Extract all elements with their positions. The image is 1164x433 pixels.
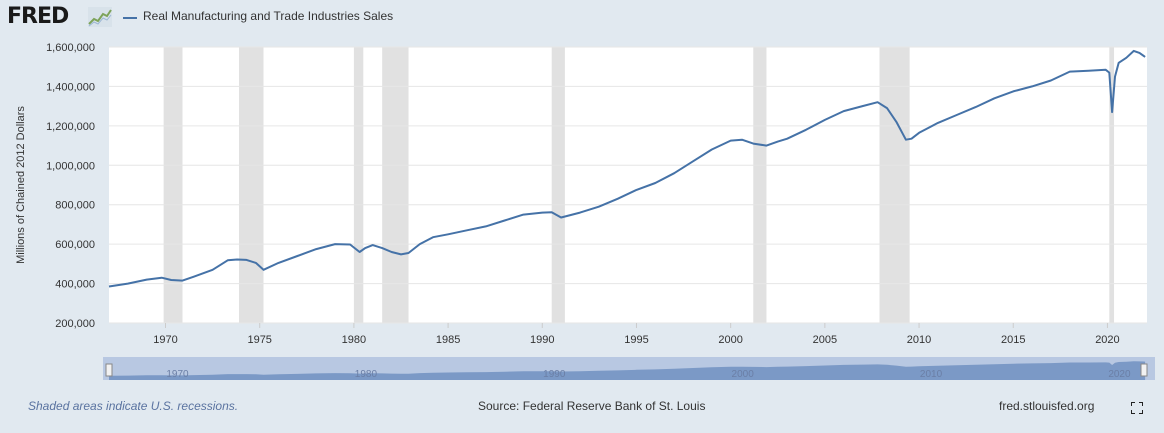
recession-band-3	[382, 47, 409, 323]
x-tick-label: 1985	[436, 334, 460, 346]
x-tick-label: 2000	[718, 334, 742, 346]
navigator-label: 1980	[355, 369, 378, 380]
navigator-right-handle[interactable]	[1140, 363, 1148, 377]
x-tick-label: 1975	[247, 334, 271, 346]
recession-band-1	[238, 47, 264, 323]
x-tick-label: 1990	[530, 334, 554, 346]
x-tick-label: 1980	[342, 334, 366, 346]
navigator-label: 2000	[732, 369, 755, 380]
navigator-area	[109, 361, 1146, 380]
x-tick-label: 2015	[1001, 334, 1025, 346]
legend-series-label: Real Manufacturing and Trade Industries …	[143, 9, 394, 23]
y-tick-label: 800,000	[55, 200, 95, 212]
recession-band-0	[163, 47, 183, 323]
y-tick-label: 600,000	[55, 239, 95, 251]
y-tick-label: 1,400,000	[46, 81, 95, 93]
recession-band-6	[879, 47, 910, 323]
site-link[interactable]: fred.stlouisfed.org	[999, 399, 1095, 413]
y-tick-label: 1,600,000	[46, 42, 95, 54]
y-tick-label: 200,000	[55, 318, 95, 330]
y-tick-label: 1,000,000	[46, 160, 95, 172]
recession-band-5	[753, 47, 767, 323]
recession-band-4	[551, 47, 565, 323]
y-tick-label: 1,200,000	[46, 121, 95, 133]
fred-logo[interactable]: FRED	[7, 4, 69, 29]
x-tick-label: 1995	[624, 334, 648, 346]
recession-band-2	[353, 47, 364, 323]
chart-area: 200,000 400,000 600,000 800,000 1,000,000 1,2…	[15, 42, 1155, 380]
navigator-left-handle[interactable]	[105, 363, 113, 377]
y-tick-label: 400,000	[55, 279, 95, 291]
x-tick-label: 2010	[907, 334, 931, 346]
x-tick-label: 2005	[813, 334, 837, 346]
y-axis-title: Millions of Chained 2012 Dollars	[15, 106, 27, 264]
navigator-label: 2010	[920, 369, 943, 380]
plot-background	[109, 47, 1147, 323]
legend-swatch	[123, 17, 137, 19]
navigator-label: 1970	[166, 369, 189, 380]
recession-note: Shaded areas indicate U.S. recessions.	[28, 399, 239, 413]
x-tick-label: 2020	[1095, 334, 1119, 346]
navigator-label: 2020	[1108, 369, 1131, 380]
fullscreen-icon[interactable]	[1131, 402, 1143, 414]
chart-header: FRED Real Manufacturing and Trade Indust…	[0, 0, 1164, 36]
source-note: Source: Federal Reserve Bank of St. Loui…	[478, 399, 706, 413]
fred-trend-logo-icon	[88, 7, 112, 27]
recession-band-7	[1109, 47, 1115, 323]
navigator-label: 1990	[543, 369, 566, 380]
series-line	[108, 49, 1146, 288]
x-tick-label: 1970	[153, 334, 177, 346]
